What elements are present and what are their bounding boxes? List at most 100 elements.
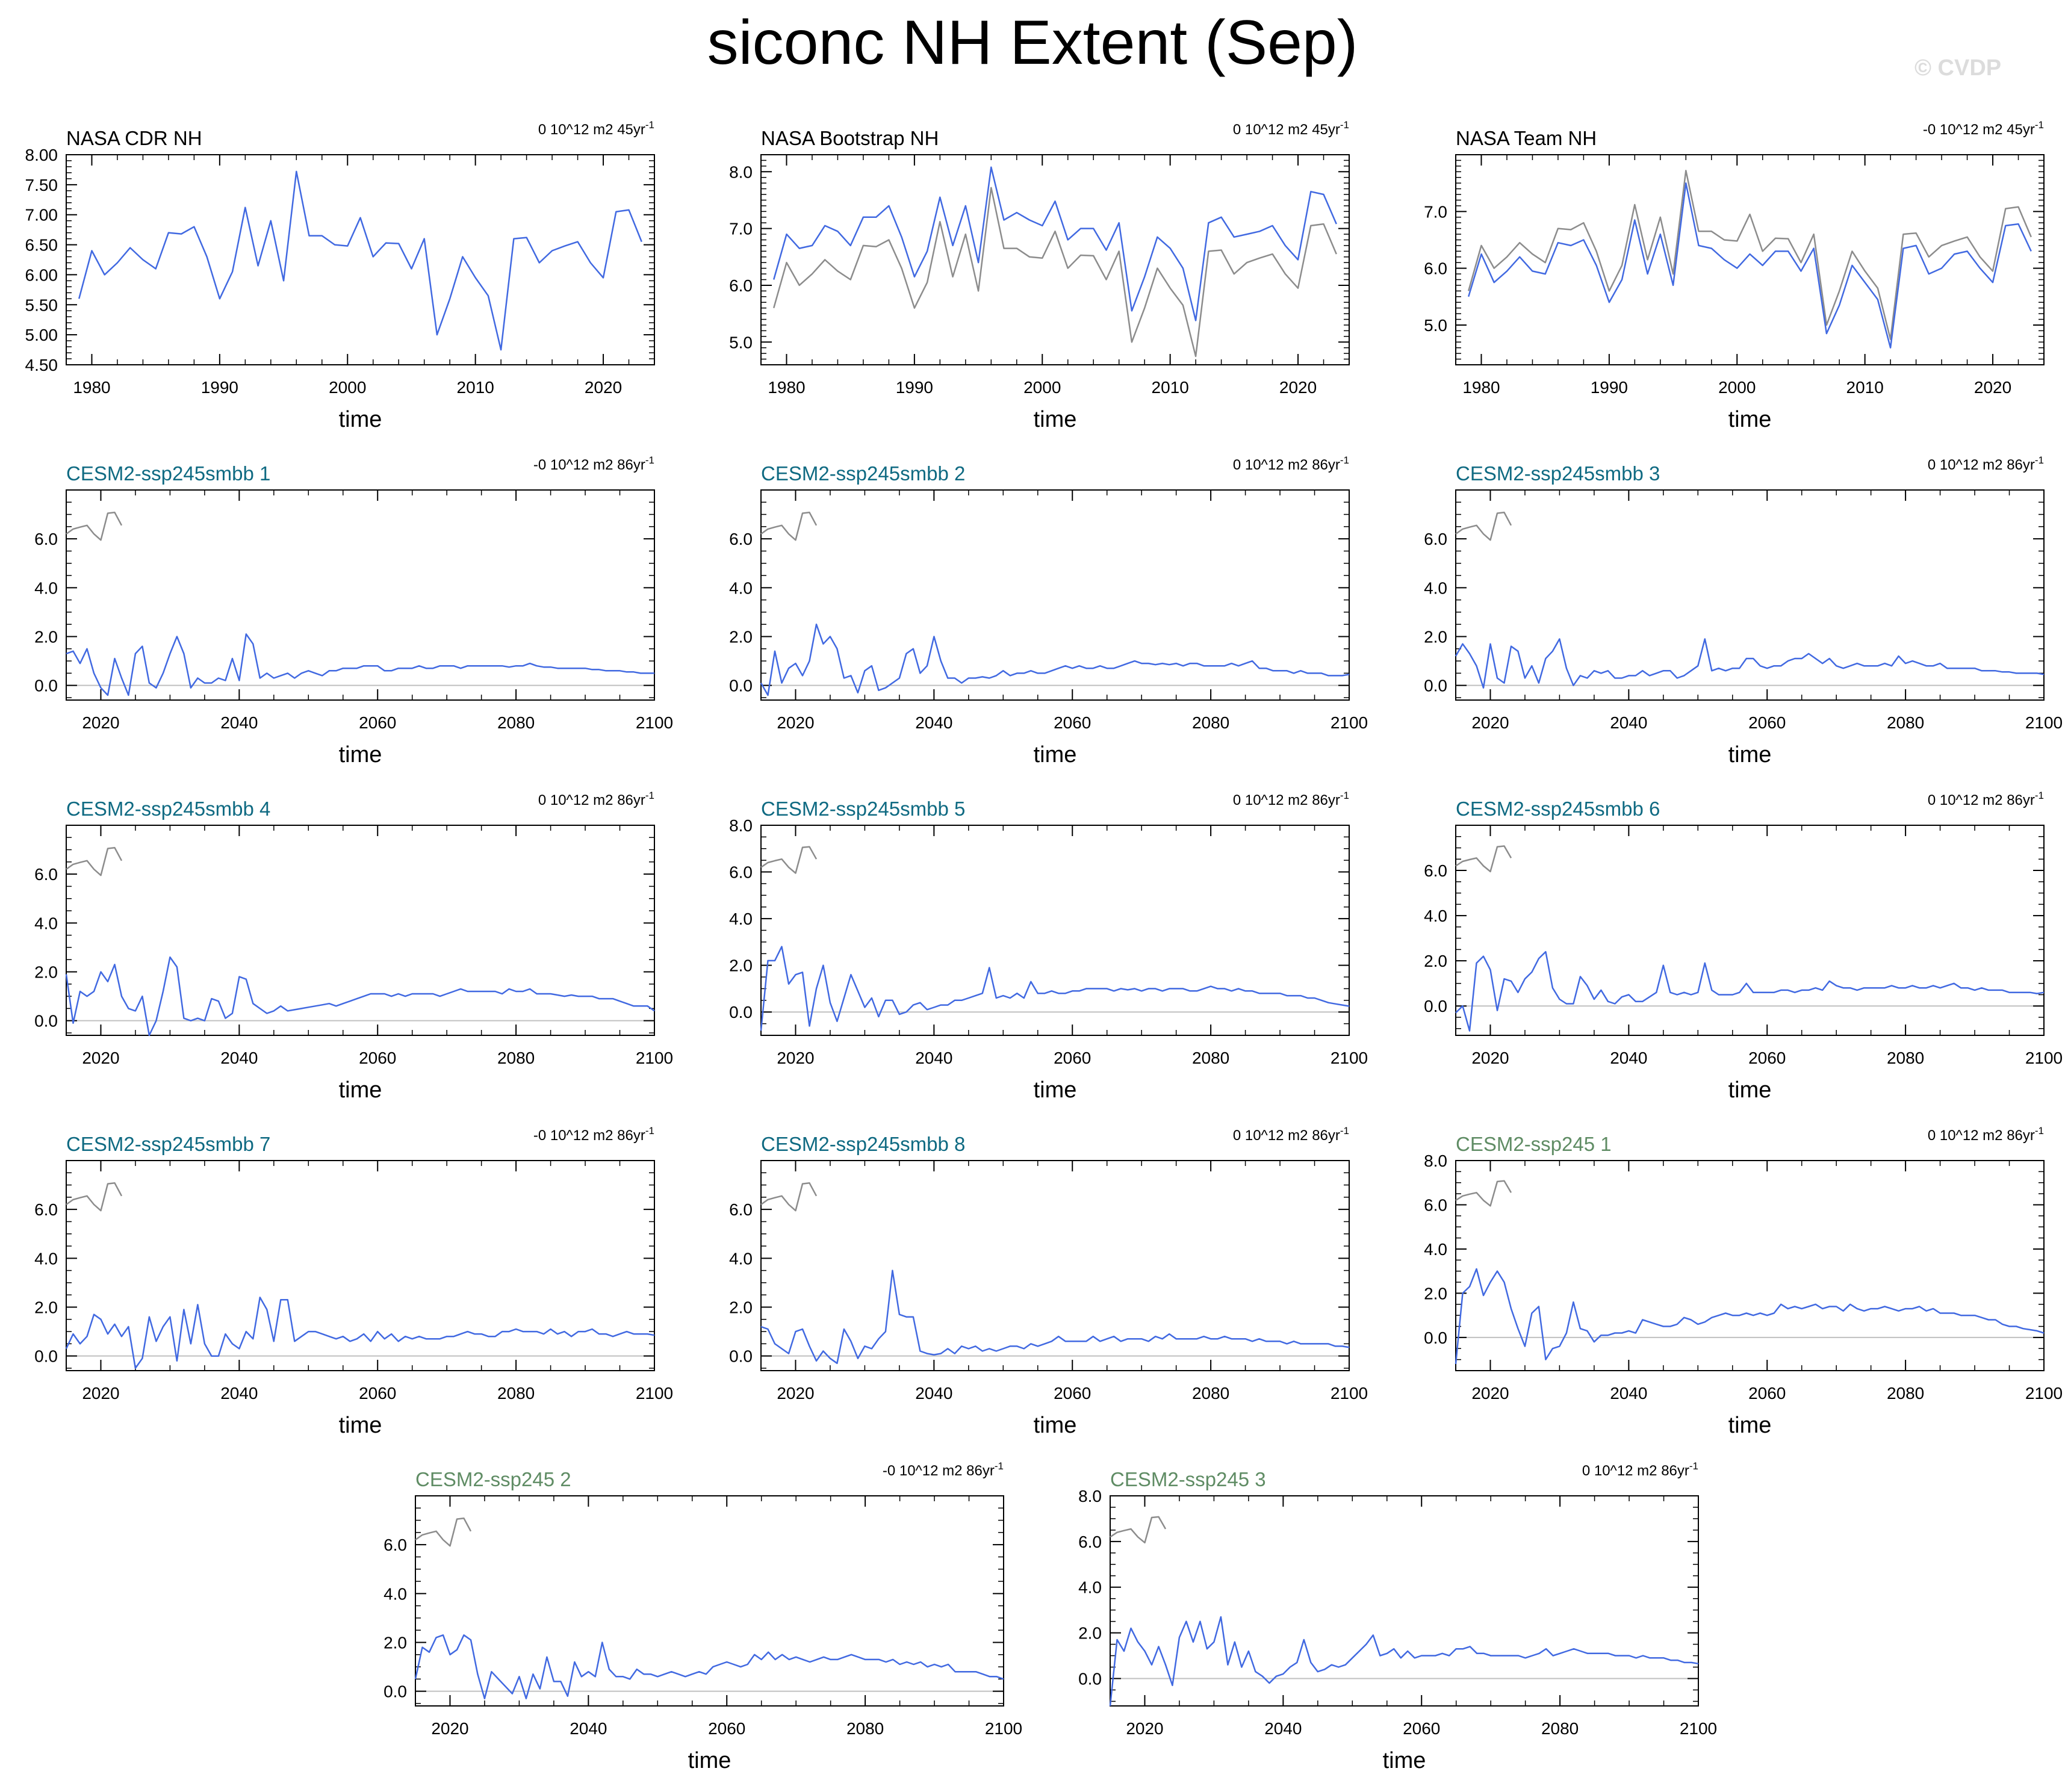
y-tick-label: 2.0 <box>1424 627 1447 646</box>
y-tick-label: 4.0 <box>34 578 58 597</box>
trend-label: 0 10^12 m2 86yr-1 <box>1233 454 1349 473</box>
panel-title: CESM2-ssp245smbb 3 <box>1456 462 1660 485</box>
observed-line-nasa-cdr-nh <box>772 187 1337 358</box>
series-line-nasa-cdr-nh <box>78 170 642 351</box>
trend-label: 0 10^12 m2 86yr-1 <box>1233 1125 1349 1144</box>
y-tick-label: 6.0 <box>729 276 753 295</box>
panel-cesm2-ssp245smbb-7: 2020 2040 2060 2080 2100 0.0 2.0 4.0 6.0 CESM2-ss… <box>34 1125 673 1438</box>
panel-title: CESM2-ssp245smbb 1 <box>66 462 270 485</box>
y-tick-label: 0.0 <box>34 1012 58 1031</box>
x-tick-label: 2000 <box>329 378 366 397</box>
series-line-cesm2-ssp245smbb-7 <box>65 1297 655 1369</box>
series-line-cesm2-ssp245-2 <box>414 1634 1004 1700</box>
y-tick-label: 6.0 <box>729 530 753 548</box>
x-tick-label: 2000 <box>1718 378 1756 397</box>
y-tick-label: 0.0 <box>729 677 753 695</box>
x-tick-label: 1980 <box>1462 378 1500 397</box>
x-tick-label: 2060 <box>708 1719 745 1738</box>
y-tick-label: 6.0 <box>1424 1195 1447 1214</box>
x-tick-label: 2060 <box>359 1049 396 1067</box>
x-tick-label: 2080 <box>1541 1719 1579 1738</box>
y-tick-label: 0.0 <box>1424 1328 1447 1347</box>
panel-cesm2-ssp245smbb-3: 2020 2040 2060 2080 2100 0.0 2.0 4.0 6.0 CESM2-ss… <box>1424 454 2063 767</box>
x-tick-label: 2100 <box>2025 1049 2063 1067</box>
y-tick-label: 0.0 <box>34 1347 58 1366</box>
trend-label: 0 10^12 m2 86yr-1 <box>538 790 654 808</box>
trend-label: 0 10^12 m2 86yr-1 <box>1928 790 2044 808</box>
series-line-cesm2-ssp245smbb-8 <box>760 1270 1350 1365</box>
panel-title: CESM2-ssp245smbb 6 <box>1456 798 1660 820</box>
y-tick-label: 5.0 <box>1424 316 1447 335</box>
trend-label: -0 10^12 m2 86yr-1 <box>533 1125 654 1144</box>
trend-label: 0 10^12 m2 86yr-1 <box>1582 1460 1698 1479</box>
x-tick-label: 2020 <box>1126 1719 1163 1738</box>
plot-frame <box>760 489 1350 701</box>
y-tick-label: 7.0 <box>729 220 753 238</box>
y-tick-label: 0.0 <box>1424 997 1447 1015</box>
x-tick-label: 2080 <box>497 1384 535 1403</box>
series-line-cesm2-ssp245smbb-2 <box>760 623 1350 696</box>
y-tick-label: 6.0 <box>729 1200 753 1219</box>
trend-exponent: -1 <box>645 454 654 466</box>
x-tick-label: 1980 <box>73 378 110 397</box>
x-tick-label: 2010 <box>1846 378 1884 397</box>
plot-frame <box>415 1495 1004 1707</box>
panel-cesm2-ssp245-1: 2020 2040 2060 2080 2100 0.0 2.0 4.0 6.0 8.0 CESM2… <box>1424 1125 2063 1438</box>
x-axis-label: time <box>339 407 382 432</box>
x-axis-label: time <box>1034 742 1077 767</box>
x-tick-label: 2060 <box>359 713 396 732</box>
series-line-cesm2-ssp245smbb-3 <box>1455 638 2045 689</box>
plot-frame <box>1110 1495 1699 1707</box>
x-tick-label: 2060 <box>1054 713 1091 732</box>
panel-title: NASA CDR NH <box>66 127 202 149</box>
y-tick-label: 6.0 <box>729 863 753 882</box>
trend-exponent: -1 <box>1340 790 1349 801</box>
x-tick-label: 2080 <box>846 1719 884 1738</box>
y-tick-label: 4.0 <box>34 914 58 932</box>
x-tick-label: 2040 <box>1610 1049 1647 1067</box>
cvdp-watermark: © CVDP <box>1914 55 2002 81</box>
y-tick-label: 0.0 <box>729 1347 753 1366</box>
y-tick-label: 2.0 <box>729 627 753 646</box>
x-axis-label: time <box>339 1413 382 1438</box>
x-tick-label: 2040 <box>220 1384 258 1403</box>
y-tick-label: 4.0 <box>729 910 753 928</box>
trend-exponent: -1 <box>1340 1125 1349 1136</box>
trend-exponent: -1 <box>645 119 654 131</box>
x-tick-label: 1990 <box>896 378 933 397</box>
x-tick-label: 2020 <box>777 1049 814 1067</box>
y-tick-label: 2.0 <box>1078 1624 1102 1643</box>
plot-frame <box>66 1160 655 1371</box>
observed-line-nasa-cdr-nh <box>1455 845 1512 873</box>
y-tick-label: 0.0 <box>384 1682 407 1701</box>
trend-exponent: -1 <box>1340 119 1349 131</box>
observed-line-nasa-cdr-nh <box>1467 170 2032 340</box>
y-tick-label: 2.0 <box>1424 952 1447 970</box>
x-tick-label: 2040 <box>1264 1719 1302 1738</box>
x-tick-label: 2100 <box>636 713 673 732</box>
plot-frame <box>760 154 1350 365</box>
panel-title: CESM2-ssp245smbb 8 <box>761 1133 965 1155</box>
panel-title: CESM2-ssp245 2 <box>415 1468 571 1490</box>
x-axis-label: time <box>1034 407 1077 432</box>
y-tick-label: 6.0 <box>384 1536 407 1554</box>
observed-line-nasa-cdr-nh <box>1110 1516 1167 1544</box>
plot-frame <box>1455 1160 2045 1371</box>
y-tick-label: 0.0 <box>729 1003 753 1022</box>
y-tick-label: 7.50 <box>25 176 58 194</box>
trend-exponent: -1 <box>995 1460 1004 1472</box>
x-tick-label: 2080 <box>1887 1049 1924 1067</box>
trend-exponent: -1 <box>2035 454 2044 466</box>
observed-line-nasa-cdr-nh <box>415 1518 472 1547</box>
x-axis-label: time <box>339 742 382 767</box>
series-line-cesm2-ssp245smbb-4 <box>65 956 655 1037</box>
plot-frame <box>760 825 1350 1036</box>
x-tick-label: 1990 <box>201 378 238 397</box>
trend-label: -0 10^12 m2 86yr-1 <box>883 1460 1004 1479</box>
x-tick-label: 2080 <box>1192 1384 1229 1403</box>
y-tick-label: 6.0 <box>34 865 58 884</box>
y-tick-label: 7.00 <box>25 206 58 225</box>
x-tick-label: 2100 <box>2025 713 2063 732</box>
trend-exponent: -1 <box>645 1125 654 1136</box>
